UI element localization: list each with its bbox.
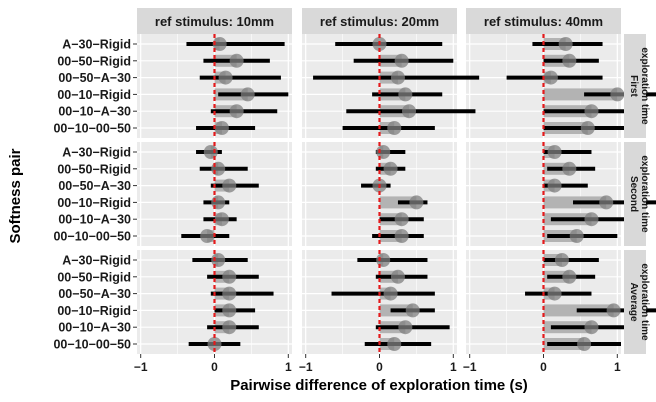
mean-point — [200, 229, 214, 243]
y-tick-label: A−30−Rigid — [62, 38, 131, 52]
mean-point — [548, 287, 562, 301]
row-strip-label-line1: First — [628, 75, 639, 97]
mean-point — [610, 87, 624, 101]
mean-point — [222, 179, 236, 193]
y-tick-label: 00−50−Rigid — [57, 270, 131, 284]
y-tick-label: 00−50−Rigid — [57, 162, 131, 176]
mean-point — [395, 229, 409, 243]
y-tick-label: 00−50−Rigid — [57, 54, 131, 68]
mean-point — [398, 87, 412, 101]
mean-point — [559, 37, 573, 51]
y-tick-label: 00−10−Rigid — [57, 196, 131, 210]
mean-point — [384, 162, 398, 176]
mean-point — [387, 337, 401, 351]
x-tick-label: −1 — [134, 360, 148, 374]
mean-point — [548, 179, 562, 193]
mean-point — [562, 54, 576, 68]
mean-point — [219, 71, 233, 85]
column-strip-label: ref stimulus: 20mm — [320, 14, 439, 29]
mean-point — [222, 303, 236, 317]
mean-point — [215, 212, 229, 226]
x-tick-label: −1 — [463, 360, 477, 374]
y-tick-label: 00−10−A−30 — [58, 213, 131, 227]
x-tick-label: 0 — [376, 360, 383, 374]
column-strip-label: ref stimulus: 40mm — [484, 14, 603, 29]
mean-point — [387, 121, 401, 135]
y-tick-label: 00−50−A−30 — [58, 179, 131, 193]
mean-point — [398, 320, 412, 334]
mean-point — [584, 104, 598, 118]
mean-point — [584, 212, 598, 226]
mean-point — [570, 229, 584, 243]
row-strip-label-line1: Second — [628, 176, 639, 212]
y-tick-label: A−30−Rigid — [62, 146, 131, 160]
mean-point — [395, 54, 409, 68]
row-strip-label-line2: exploration time — [639, 155, 650, 233]
mean-point — [402, 104, 416, 118]
x-axis-title: Pairwise difference of exploration time … — [230, 377, 528, 394]
y-tick-label: 00−10−A−30 — [58, 321, 131, 335]
mean-point — [577, 337, 591, 351]
mean-point — [406, 303, 420, 317]
mean-point — [384, 287, 398, 301]
mean-point — [581, 121, 595, 135]
mean-point — [215, 121, 229, 135]
y-tick-label: 00−50−A−30 — [58, 71, 131, 85]
x-tick-label: 1 — [614, 360, 621, 374]
mean-point — [241, 87, 255, 101]
mean-point — [599, 195, 613, 209]
mean-point — [230, 54, 244, 68]
y-axis-title: Softness pair — [7, 148, 24, 243]
mean-point — [548, 145, 562, 159]
y-tick-label: 00−10−A−30 — [58, 105, 131, 119]
row-strip-label-line1: Average — [628, 282, 639, 322]
y-tick-label: 00−10−Rigid — [57, 88, 131, 102]
mean-point — [211, 195, 225, 209]
y-tick-label: 00−10−Rigid — [57, 304, 131, 318]
x-tick-label: 1 — [285, 360, 292, 374]
mean-point — [230, 104, 244, 118]
mean-point — [222, 270, 236, 284]
mean-point — [211, 253, 225, 267]
mean-point — [584, 320, 598, 334]
mean-point — [409, 195, 423, 209]
mean-point — [376, 145, 390, 159]
column-strip-label: ref stimulus: 10mm — [155, 14, 274, 29]
mean-point — [211, 162, 225, 176]
y-tick-label: 00−10−00−50 — [53, 122, 131, 136]
y-tick-label: 00−50−A−30 — [58, 287, 131, 301]
mean-point — [395, 212, 409, 226]
x-tick-label: −1 — [299, 360, 313, 374]
y-tick-label: A−30−Rigid — [62, 254, 131, 268]
mean-point — [376, 253, 390, 267]
row-strip-label-line2: exploration time — [639, 263, 650, 341]
x-tick-label: 0 — [211, 360, 218, 374]
mean-point — [562, 162, 576, 176]
mean-point — [607, 303, 621, 317]
row-strip-label-line2: exploration time — [639, 47, 650, 125]
mean-point — [222, 320, 236, 334]
mean-point — [204, 145, 218, 159]
mean-point — [555, 253, 569, 267]
mean-point — [391, 71, 405, 85]
mean-point — [562, 270, 576, 284]
mean-point — [391, 270, 405, 284]
y-tick-label: 00−10−00−50 — [53, 338, 131, 352]
mean-point — [222, 287, 236, 301]
x-tick-label: 0 — [540, 360, 547, 374]
x-tick-label: 1 — [450, 360, 457, 374]
y-tick-label: 00−10−00−50 — [53, 230, 131, 244]
mean-point — [544, 71, 558, 85]
